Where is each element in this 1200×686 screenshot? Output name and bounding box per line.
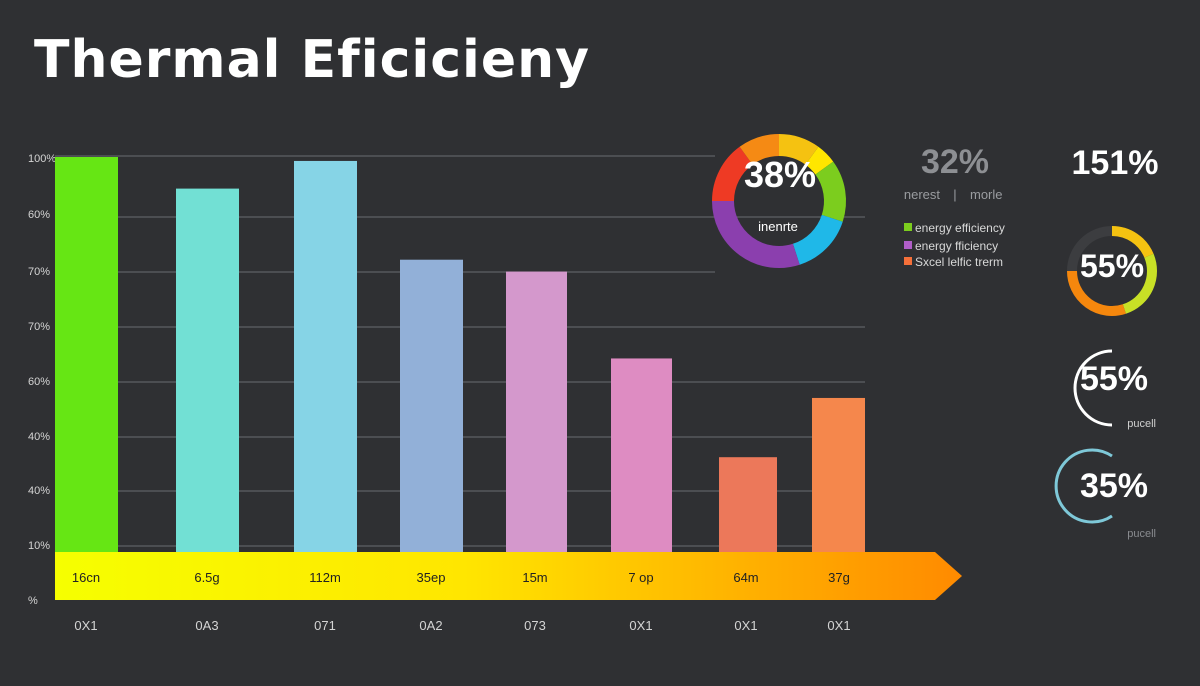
legend-label-0: energy efficiency: [915, 221, 1005, 235]
y-tick-label: %: [28, 595, 38, 607]
side-stat-4-arc: [1054, 448, 1113, 524]
y-tick-label: 40%: [28, 431, 50, 443]
bar-value-label: 15m: [522, 570, 547, 585]
donut-segment-6: [712, 146, 753, 202]
side-stat-4-value: 35%: [1080, 467, 1148, 505]
bar-8: [812, 397, 865, 552]
donut-segment-2: [805, 146, 834, 175]
x-tick-label: 073: [524, 618, 546, 633]
x-tick-label: 0A3: [195, 618, 218, 633]
legend-swatch-0: [904, 223, 912, 231]
bar-value-label: 16cn: [72, 570, 100, 585]
side-stat-3-caption: pucell: [1127, 418, 1156, 430]
donut-segment-5: [712, 200, 800, 268]
bar-1: [55, 157, 118, 552]
bars: [55, 157, 865, 552]
y-tick-label: 60%: [28, 376, 50, 388]
bar-7: [719, 457, 777, 552]
x-axis-ticks: 0X1 0A3 071 0A2 073 0X1 0X1 0X1: [74, 618, 850, 633]
donut-value: 38%: [744, 154, 816, 195]
side-stat-3-value: 55%: [1080, 360, 1148, 398]
donut-label: inenrte: [758, 219, 798, 234]
side-stat-3-arc: [1073, 349, 1113, 427]
legend-label-1: energy fficiency: [915, 239, 998, 253]
page-title: Thermal Eficicieny: [34, 30, 591, 90]
bar-value-label: 64m: [733, 570, 758, 585]
donut-segment-1: [778, 134, 819, 165]
y-tick-label: 70%: [28, 266, 50, 278]
bar-value-label: 7 op: [628, 570, 653, 585]
y-tick-label: 60%: [28, 209, 50, 221]
side-ring-segment-2: [1122, 253, 1157, 314]
side-ring-segment-3: [1067, 270, 1126, 316]
bar-value-label: 35ep: [417, 570, 446, 585]
x-tick-label: 0X1: [734, 618, 757, 633]
bar-4: [400, 259, 463, 552]
legend: energy efficiency energy fficiency Sxcel…: [904, 221, 1005, 269]
x-tick-label: 0A2: [419, 618, 442, 633]
y-tick-label: 40%: [28, 485, 50, 497]
donut-segment-4: [792, 214, 843, 265]
x-tick-label: 0X1: [629, 618, 652, 633]
efficiency-donut: [712, 134, 846, 268]
donut-segment-7: [739, 134, 780, 165]
y-tick-label: 70%: [28, 321, 50, 333]
legend-swatch-2: [904, 257, 912, 265]
side-ring-gauge: [1067, 226, 1157, 316]
bar-6: [611, 358, 672, 552]
stat-top-sub-left: nerest: [904, 187, 941, 202]
bar-value-label: 37g: [828, 570, 850, 585]
side-stat-1-value: 151%: [1072, 144, 1159, 182]
y-tick-label: 100%: [28, 153, 56, 165]
x-tick-label: 0X1: [74, 618, 97, 633]
bar-5: [506, 271, 567, 552]
category-arrow-band: [55, 552, 962, 600]
side-ring-segment-1: [1111, 226, 1154, 258]
bar-labels: 16cn 6.5g 112m 35ep 15m 7 op 64m 37g: [72, 570, 850, 585]
side-stat-2-value: 55%: [1080, 248, 1144, 284]
legend-label-2: Sxcel lelfic trerm: [915, 255, 1003, 269]
donut-segment-3: [815, 161, 846, 222]
bar-value-label: 112m: [309, 570, 341, 585]
bar-2: [176, 188, 239, 552]
y-axis-ticks: 100% 60% 70% 70% 60% 40% 40% 10%%: [28, 153, 56, 607]
stat-top-sub-right: morle: [970, 187, 1003, 202]
x-tick-label: 071: [314, 618, 336, 633]
bar-3: [294, 160, 357, 552]
x-tick-label: 0X1: [827, 618, 850, 633]
y-tick-label: 10%: [28, 540, 50, 552]
stat-top-value: 32%: [921, 143, 989, 181]
side-stat-4-caption: pucell: [1127, 528, 1156, 540]
stat-top-sub-separator: |: [953, 187, 956, 202]
bar-value-label: 6.5g: [194, 570, 219, 585]
legend-swatch-1: [904, 241, 912, 249]
